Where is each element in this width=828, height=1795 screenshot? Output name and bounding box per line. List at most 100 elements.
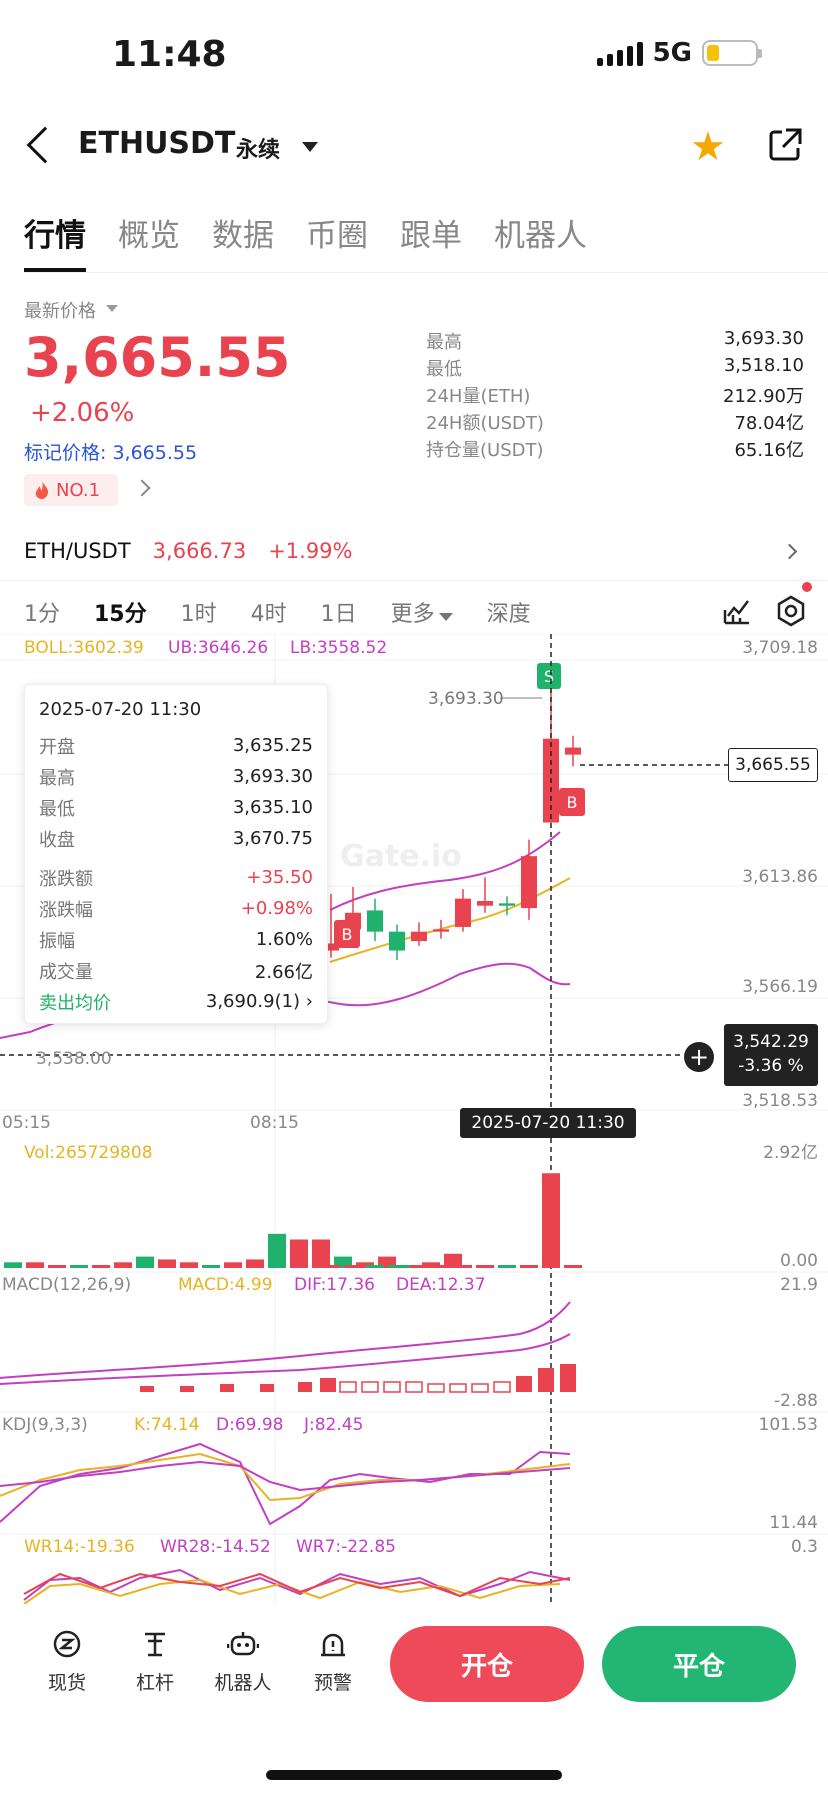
- macd-dea-line: [0, 1333, 571, 1385]
- last-price-label[interactable]: 最新价格: [24, 301, 96, 322]
- caret-down-icon[interactable]: [106, 305, 118, 312]
- tooltip-value: 2.66亿: [254, 961, 313, 983]
- contract-type[interactable]: 永续: [236, 138, 281, 163]
- timeframe-1h[interactable]: 1时: [180, 602, 217, 627]
- crosshair-price: 3,542.29: [733, 1032, 809, 1052]
- tooltip-value: 3,693.30: [232, 766, 313, 787]
- macd-label: MACD(12,26,9): [2, 1275, 131, 1295]
- volume-bar: [422, 1262, 440, 1268]
- tab-copy-trade[interactable]: 跟单: [400, 218, 462, 254]
- spot-change: +1.99%: [268, 539, 353, 563]
- volume-bar: [564, 1265, 582, 1268]
- nav-leverage[interactable]: 杠杆: [120, 1628, 190, 1695]
- candle-body: [477, 900, 493, 906]
- volume-bar: [224, 1262, 242, 1268]
- tooltip-row: 涨跌幅 +0.98%: [39, 893, 313, 924]
- open-position-button[interactable]: 开仓: [390, 1626, 584, 1702]
- tooltip-value: 3,690.9(1) ›: [205, 991, 313, 1012]
- chevron-right-icon[interactable]: [133, 479, 151, 497]
- y-tick: 3,613.86: [742, 867, 818, 887]
- stat-value: 212.90万: [723, 386, 804, 407]
- candle-body: [389, 931, 405, 951]
- kdj-j: J:82.45: [303, 1415, 363, 1435]
- kdj-k: K:74.14: [134, 1415, 200, 1435]
- stat-row: 最高 3,693.30: [426, 328, 804, 355]
- network-label: 5G: [652, 38, 692, 68]
- spot-ticker[interactable]: ETH/USDT 3,666.73 +1.99%: [24, 539, 353, 563]
- macd-histogram: [339, 1381, 511, 1393]
- nav-robot[interactable]: 机器人: [208, 1628, 278, 1695]
- tooltip-key: 最低: [39, 798, 75, 820]
- volume-bar: [158, 1259, 176, 1268]
- volume-bar: [400, 1265, 418, 1268]
- timeframe-4h[interactable]: 4时: [250, 602, 287, 627]
- volume-bar: [388, 1265, 406, 1268]
- vol-label: Vol:265729808: [24, 1143, 153, 1163]
- macd-dif: DIF:17.36: [294, 1275, 375, 1295]
- crosshair-price-tag: 3,542.29 -3.36 %: [724, 1024, 818, 1086]
- back-icon[interactable]: [26, 126, 64, 164]
- tab-circle[interactable]: 币圈: [306, 218, 368, 254]
- tab-overview[interactable]: 概览: [118, 218, 180, 254]
- settings-icon[interactable]: [774, 594, 808, 628]
- stat-label: 持仓量(USDT): [426, 440, 544, 461]
- volume-bar: [114, 1262, 132, 1268]
- y-tick: 3,709.18: [742, 638, 818, 658]
- close-position-button[interactable]: 平仓: [602, 1626, 796, 1702]
- tooltip-row: 最高 3,693.30: [39, 761, 313, 792]
- alert-icon: [317, 1628, 349, 1660]
- home-indicator[interactable]: [266, 1770, 562, 1780]
- volume-bar: [454, 1265, 472, 1268]
- indicator-icon[interactable]: [722, 596, 752, 626]
- chevron-right-icon[interactable]: [781, 543, 798, 560]
- tooltip-row: 成交量 2.66亿: [39, 955, 313, 986]
- volume-bar: [92, 1265, 110, 1268]
- leverage-icon: [139, 1628, 171, 1660]
- notification-dot: [802, 582, 812, 592]
- tooltip-key: 收盘: [39, 829, 75, 851]
- stat-label: 最高: [426, 332, 462, 353]
- kdj-j-line: [0, 1442, 571, 1526]
- timeframe-15m[interactable]: 15分: [94, 602, 147, 627]
- tooltip-row[interactable]: 卖出均价 3,690.9(1) ›: [39, 986, 313, 1017]
- tab-data[interactable]: 数据: [212, 218, 274, 254]
- nav-spot[interactable]: 现货: [32, 1628, 102, 1695]
- tooltip-row: 振幅 1.60%: [39, 924, 313, 955]
- mark-price[interactable]: 标记价格: 3,665.55: [24, 442, 198, 464]
- candle-tooltip: 2025-07-20 11:30 开盘 3,635.25 最高 3,693.30 最…: [24, 684, 328, 1024]
- timeframe-1m[interactable]: 1分: [24, 602, 60, 627]
- main-tabs: 行情 概览 数据 币圈 跟单 机器人: [24, 210, 587, 255]
- share-icon[interactable]: [766, 126, 804, 164]
- stat-row: 持仓量(USDT) 65.16亿: [426, 436, 804, 463]
- nav-label: 现货: [47, 1672, 86, 1694]
- tooltip-key: 卖出均价: [39, 992, 111, 1014]
- tab-market[interactable]: 行情: [24, 218, 86, 254]
- crosshair-pct: -3.36 %: [738, 1056, 804, 1076]
- kdj-k-line: [0, 1452, 571, 1502]
- timeframe-1d[interactable]: 1日: [320, 602, 357, 627]
- caret-down-icon: [438, 613, 453, 621]
- candle-body: [521, 856, 537, 909]
- watermark: Gate.io: [340, 839, 462, 874]
- stat-value: 78.04亿: [734, 413, 804, 434]
- sell-marker: S: [544, 667, 554, 686]
- candle-body: [323, 943, 339, 951]
- volume-bar: [312, 1239, 330, 1268]
- candle-body: [499, 903, 515, 906]
- star-icon[interactable]: ★: [690, 124, 726, 170]
- more-dropdown[interactable]: 更多: [391, 596, 453, 628]
- signal-icon: [596, 40, 643, 66]
- kline-chart[interactable]: BOLL:3602.39 UB:3646.26 LB:3558.52 3,709…: [0, 634, 828, 1640]
- candle-body: [455, 898, 471, 927]
- plus-icon[interactable]: +: [684, 1042, 714, 1072]
- tooltip-key: 最高: [39, 767, 75, 789]
- vol-max: 2.92亿: [763, 1143, 818, 1163]
- depth-tab[interactable]: 深度: [486, 602, 531, 627]
- timeframe-bar: 1分 15分 1时 4时 1日 更多 深度: [24, 596, 531, 628]
- tab-bot[interactable]: 机器人: [494, 218, 587, 254]
- symbol-title[interactable]: ETHUSDT: [78, 126, 236, 161]
- chevron-down-icon[interactable]: [302, 142, 318, 152]
- volume-bar: [498, 1265, 516, 1268]
- rank-badge[interactable]: NO.1: [24, 474, 118, 506]
- nav-alert[interactable]: 预警: [298, 1628, 368, 1695]
